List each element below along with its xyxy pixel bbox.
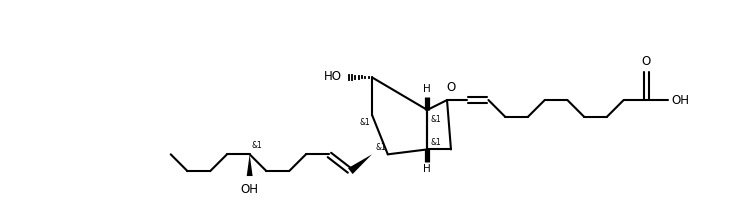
Text: O: O xyxy=(642,55,651,67)
Polygon shape xyxy=(348,154,372,174)
Polygon shape xyxy=(247,154,252,176)
Text: H: H xyxy=(424,164,431,174)
Text: &1: &1 xyxy=(430,115,441,124)
Text: O: O xyxy=(447,81,456,94)
Text: H: H xyxy=(424,84,431,94)
Text: OH: OH xyxy=(671,94,689,106)
Text: OH: OH xyxy=(241,183,258,196)
Text: &1: &1 xyxy=(375,143,386,152)
Text: &1: &1 xyxy=(252,141,262,150)
Text: &1: &1 xyxy=(359,118,370,127)
Text: &1: &1 xyxy=(430,138,441,147)
Text: HO: HO xyxy=(323,70,341,83)
